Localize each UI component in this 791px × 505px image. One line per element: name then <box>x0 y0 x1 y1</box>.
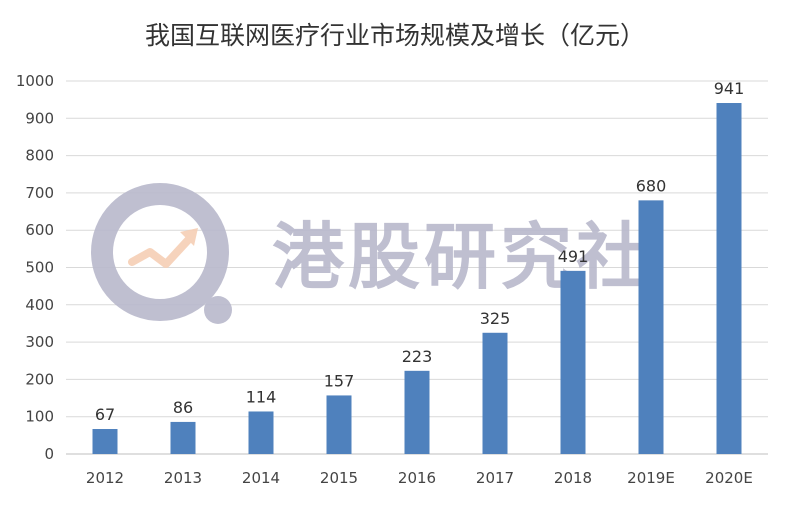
bar-2012 <box>92 429 118 454</box>
x-tick-label-2015: 2015 <box>320 469 358 487</box>
y-tick-label: 500 <box>25 259 54 277</box>
y-tick-label: 400 <box>25 296 54 314</box>
bar-2013 <box>170 421 196 454</box>
data-label-2017: 325 <box>480 309 511 328</box>
data-label-2013: 86 <box>173 398 193 417</box>
y-tick-label: 600 <box>25 221 54 239</box>
y-tick-label: 900 <box>25 109 54 127</box>
bar-2020E <box>716 103 742 454</box>
x-tick-label-2014: 2014 <box>242 469 280 487</box>
x-tick-label-2012: 2012 <box>86 469 124 487</box>
watermark-logo-ring <box>91 183 229 321</box>
x-axis: 2012 2013 2014 2015 2016 2017 2018 2019E 2020E <box>86 469 753 487</box>
data-label-2016: 223 <box>402 347 433 366</box>
bar-2019E <box>638 200 664 454</box>
chart-title: 我国互联网医疗行业市场规模及增长（亿元） <box>145 21 645 50</box>
y-tick-label: 300 <box>25 333 54 351</box>
watermark-logo-dot <box>204 296 232 324</box>
watermark: 港股研究社 <box>91 183 652 324</box>
data-label-2019E: 680 <box>636 176 667 195</box>
bar-2015 <box>326 395 352 454</box>
bars <box>92 103 742 454</box>
bar-2017 <box>482 332 508 454</box>
x-tick-label-2017: 2017 <box>476 469 514 487</box>
watermark-text: 港股研究社 <box>272 215 652 299</box>
x-tick-label-2018: 2018 <box>554 469 592 487</box>
x-tick-label-2019E: 2019E <box>627 469 675 487</box>
data-label-2015: 157 <box>324 371 355 390</box>
data-labels: 67 86 114 157 223 325 491 680 941 <box>95 79 744 424</box>
gridlines <box>66 80 768 455</box>
y-tick-label: 700 <box>25 184 54 202</box>
data-label-2020E: 941 <box>714 79 745 98</box>
y-tick-label: 800 <box>25 147 54 165</box>
x-tick-label-2013: 2013 <box>164 469 202 487</box>
y-axis: 0 100 200 300 400 500 600 700 800 900 1000 <box>16 72 54 463</box>
bar-2018 <box>560 270 586 454</box>
x-tick-label-2016: 2016 <box>398 469 436 487</box>
bar-2016 <box>404 370 430 454</box>
data-label-2012: 67 <box>95 405 115 424</box>
watermark-logo-arrow-head <box>180 228 198 246</box>
y-tick-label: 0 <box>44 445 54 463</box>
x-tick-label-2020E: 2020E <box>705 469 753 487</box>
y-tick-label: 200 <box>25 370 54 388</box>
y-tick-label: 100 <box>25 408 54 426</box>
watermark-logo-arrow <box>128 234 194 268</box>
bar-2014 <box>248 411 274 454</box>
data-label-2018: 491 <box>558 247 589 266</box>
data-label-2014: 114 <box>246 387 277 406</box>
y-tick-label: 1000 <box>16 72 54 90</box>
